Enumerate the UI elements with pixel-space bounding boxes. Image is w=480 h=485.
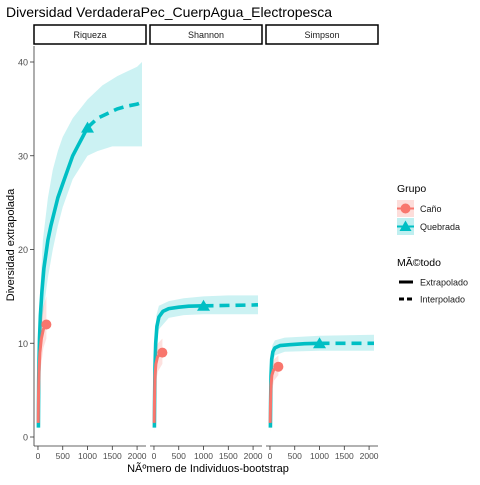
legend: Grupo Caño Quebrada MÃ©todo Extrapolado Inter… xyxy=(397,183,468,305)
observed-point xyxy=(157,347,168,358)
x-tick-label: 0 xyxy=(152,451,157,461)
x-tick-label: 0 xyxy=(268,451,273,461)
observed-point xyxy=(197,299,211,311)
x-tick-label: 2000 xyxy=(360,451,379,461)
x-tick-label: 1500 xyxy=(103,451,122,461)
x-tick-label: 500 xyxy=(172,451,186,461)
facet-strips: Riqueza Shannon Simpson xyxy=(33,24,379,45)
series-quebrada xyxy=(152,295,259,433)
y-tick-label: 40 xyxy=(18,58,28,68)
x-tick-label: 1500 xyxy=(219,451,238,461)
x-tick-label: 2000 xyxy=(128,451,147,461)
x-tick-label: 1500 xyxy=(335,451,354,461)
observed-point xyxy=(273,361,284,372)
confidence-band xyxy=(38,62,142,433)
facet-label-shannon: Shannon xyxy=(188,30,224,40)
y-tick-label: 10 xyxy=(18,339,28,349)
x-tick-label: 1000 xyxy=(78,451,97,461)
series-line-dashed xyxy=(203,303,259,308)
y-tick-label: 0 xyxy=(23,433,28,443)
facet-strip xyxy=(33,24,147,45)
observed-point xyxy=(313,337,327,349)
x-tick-label: 500 xyxy=(288,451,302,461)
x-tick-label: 1000 xyxy=(194,451,213,461)
series-line-dashed xyxy=(86,100,143,129)
x-tick-label: 500 xyxy=(56,451,70,461)
chart-panels xyxy=(36,62,374,433)
panel-riqueza xyxy=(36,62,143,433)
confidence-band xyxy=(154,295,258,433)
series-caño xyxy=(268,355,284,433)
confidence-band xyxy=(270,334,374,433)
legend-key-point xyxy=(399,220,412,231)
legend-label-cano: Caño xyxy=(420,204,442,214)
y-tick-label: 30 xyxy=(18,151,28,161)
legend-title-grupo: Grupo xyxy=(397,183,426,195)
legend-label-interpolado: Interpolado xyxy=(420,295,465,305)
series-quebrada xyxy=(36,62,143,433)
facet-label-simpson: Simpson xyxy=(304,30,339,40)
observed-point xyxy=(41,319,52,330)
observed-point xyxy=(81,121,95,133)
facet-label-riqueza: Riqueza xyxy=(73,30,106,40)
legend-label-extrapolado: Extrapolado xyxy=(420,278,468,288)
x-axis-label: NÃºmero de Individuos-bootstrap xyxy=(127,462,289,475)
x-tick-label: 0 xyxy=(36,451,41,461)
facet-strip xyxy=(265,24,379,45)
legend-key-point xyxy=(400,203,411,214)
series-caño xyxy=(36,296,52,433)
x-tick-label: 2000 xyxy=(244,451,263,461)
x-axes: 0 500 1000 1500 2000 0 500 1000 1500 2000 0 500 1000… xyxy=(34,445,379,461)
series-line-solid xyxy=(36,323,48,423)
legend-label-quebrada: Quebrada xyxy=(420,222,460,232)
y-axis: 0 10 20 30 40 xyxy=(18,46,35,446)
facet-strip xyxy=(149,24,263,45)
y-tick-label: 20 xyxy=(18,245,28,255)
y-axis-label: Diversidad extrapolada xyxy=(5,188,17,301)
chart-title: Diversidad VerdaderaPec_CuerpAgua_Electr… xyxy=(6,4,332,20)
panel-simpson xyxy=(268,334,374,433)
x-tick-label: 1000 xyxy=(310,451,329,461)
series-caño xyxy=(152,338,168,433)
series-quebrada xyxy=(268,334,374,433)
legend-title-metodo: MÃ©todo xyxy=(397,256,441,269)
panel-shannon xyxy=(152,295,259,433)
